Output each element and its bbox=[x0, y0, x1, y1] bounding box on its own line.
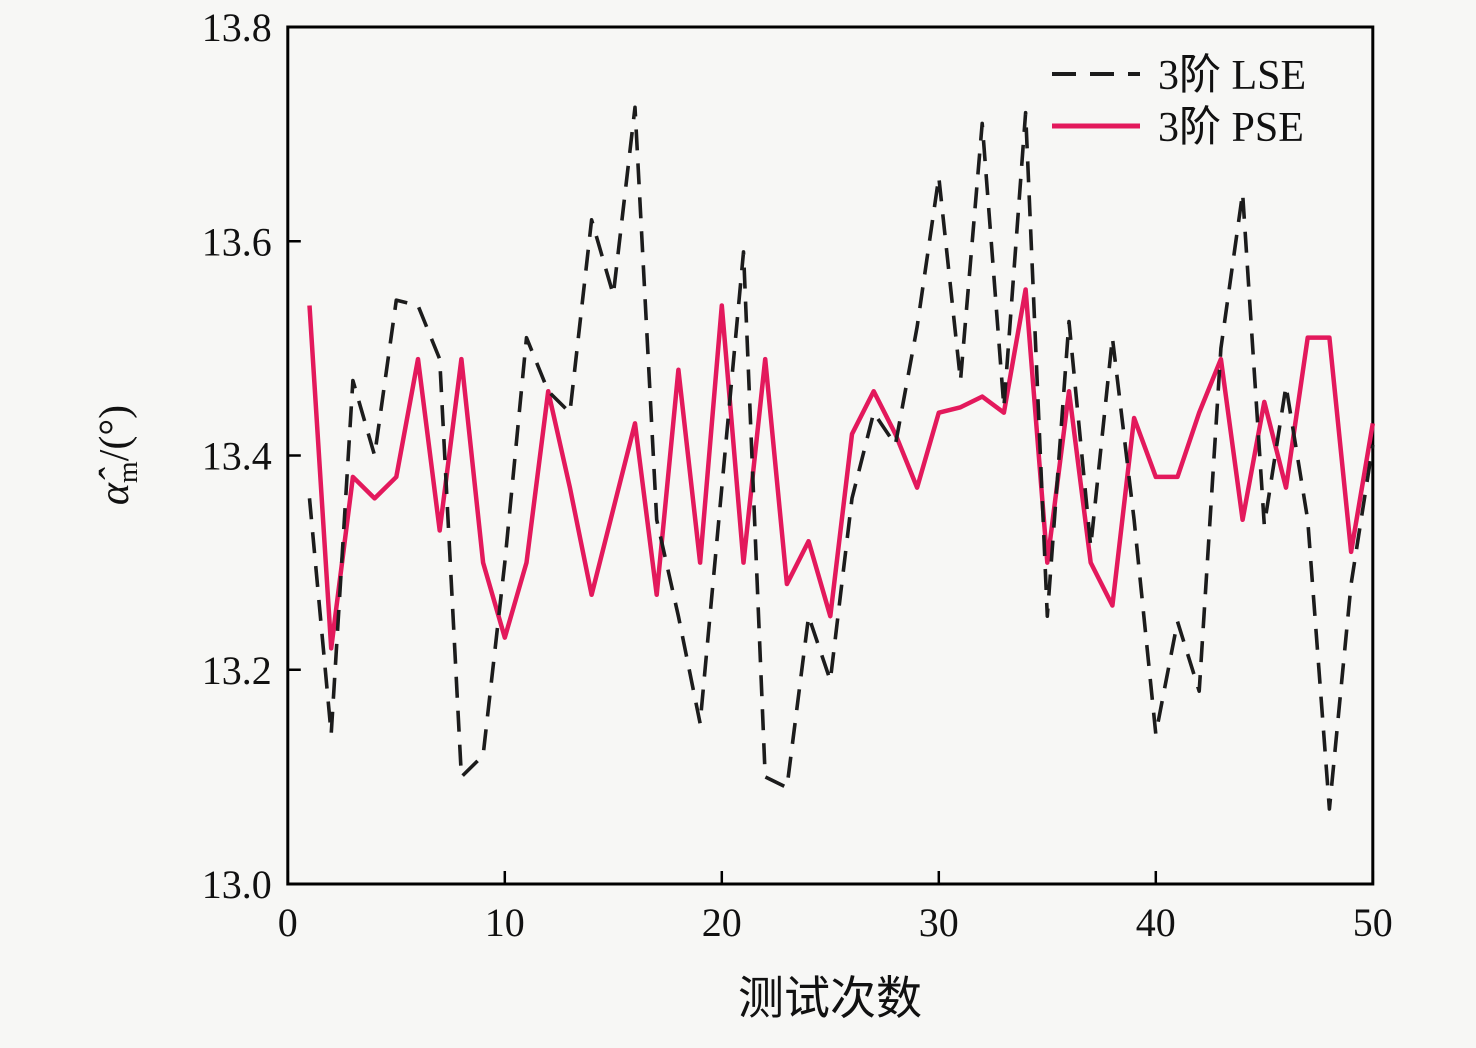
y-tick-label: 13.6 bbox=[202, 219, 272, 264]
axis-ticks bbox=[286, 25, 1375, 886]
y-tick-label: 13.8 bbox=[202, 5, 272, 50]
y-tick-label: 13.0 bbox=[202, 862, 272, 907]
pse-series-line bbox=[307, 287, 1376, 651]
y-tick-label: 13.2 bbox=[202, 648, 272, 693]
x-tick-label: 0 bbox=[278, 900, 298, 945]
legend: 3阶 LSE 3阶 PSE bbox=[1052, 53, 1306, 151]
x-tick-label: 40 bbox=[1136, 900, 1176, 945]
y-tick-label: 13.4 bbox=[202, 434, 272, 479]
lse-series-line bbox=[307, 105, 1375, 811]
x-tick-label: 30 bbox=[919, 900, 959, 945]
legend-pse-label: 3阶 PSE bbox=[1158, 105, 1304, 151]
x-tick-labels: 0 10 20 30 40 50 bbox=[278, 900, 1393, 945]
x-tick-label: 20 bbox=[702, 900, 742, 945]
y-axis-label: α̂m/(°) bbox=[92, 405, 144, 505]
legend-lse-label: 3阶 LSE bbox=[1158, 53, 1306, 99]
x-axis-label: 测试次数 bbox=[738, 973, 922, 1024]
x-tick-label: 50 bbox=[1353, 900, 1393, 945]
y-tick-labels: 13.0 13.2 13.4 13.6 13.8 bbox=[202, 5, 272, 907]
x-tick-label: 10 bbox=[485, 900, 525, 945]
